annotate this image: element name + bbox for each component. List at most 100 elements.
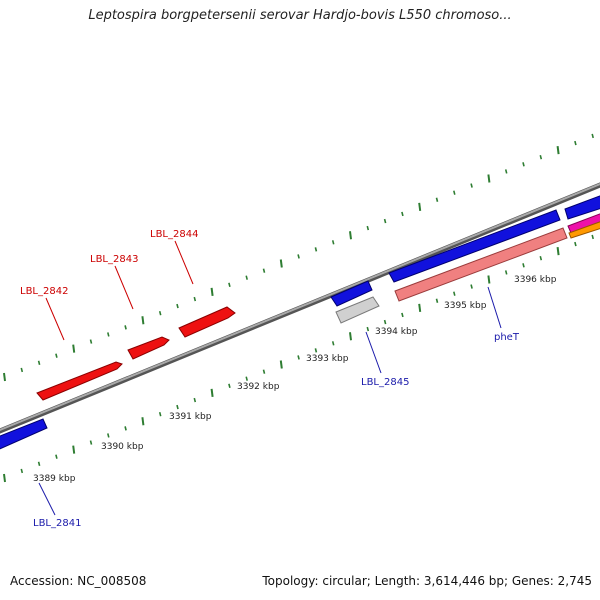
forward-tick xyxy=(228,282,231,288)
forward-tick xyxy=(37,360,41,366)
forward-tick xyxy=(20,367,24,373)
gene-lbl-2845[interactable] xyxy=(330,280,373,307)
forward-tick xyxy=(279,259,283,268)
reverse-tick xyxy=(89,440,93,445)
forward-tick xyxy=(245,275,248,280)
tick-label: 3391 kbp xyxy=(169,412,212,422)
label-lbl-2841[interactable]: LBL_2841 xyxy=(33,518,81,529)
gene-lbl-2842[interactable] xyxy=(36,361,123,401)
forward-tick xyxy=(574,140,577,146)
leader-lbl-2845 xyxy=(365,331,382,374)
forward-tick xyxy=(591,133,594,139)
reverse-tick xyxy=(37,461,41,467)
reverse-tick xyxy=(72,445,76,454)
forward-tick xyxy=(349,231,352,240)
forward-tick xyxy=(383,218,387,224)
gene-blue-edge[interactable] xyxy=(564,194,600,220)
reverse-tick xyxy=(435,298,439,303)
summary-text: Topology: circular; Length: 3,614,446 bp… xyxy=(262,574,592,588)
reverse-tick xyxy=(314,348,318,353)
leader-lbl-2843 xyxy=(114,265,134,310)
reverse-tick xyxy=(470,284,473,289)
gene-lbl-2843[interactable] xyxy=(127,336,170,360)
reverse-tick xyxy=(574,241,577,247)
label-lbl-2845[interactable]: LBL_2845 xyxy=(361,377,409,388)
label-lbl-2843[interactable]: LBL_2843 xyxy=(90,254,138,265)
reverse-tick xyxy=(331,341,335,346)
reverse-tick xyxy=(297,355,300,360)
tick-label: 3396 kbp xyxy=(514,275,557,285)
reverse-tick xyxy=(193,397,197,403)
forward-tick xyxy=(297,254,300,259)
gene-pseudo[interactable] xyxy=(335,296,380,324)
tick-label: 3389 kbp xyxy=(33,474,76,484)
reverse-tick xyxy=(349,332,352,341)
gene-lbl-2844[interactable] xyxy=(178,306,236,338)
reverse-tick xyxy=(591,234,594,240)
reverse-tick xyxy=(158,411,162,417)
forward-tick xyxy=(262,268,266,273)
reverse-tick xyxy=(401,312,404,318)
reverse-tick xyxy=(210,388,214,398)
forward-tick xyxy=(107,332,110,337)
tick-label: 3390 kbp xyxy=(101,442,144,452)
forward-tick xyxy=(72,344,76,353)
forward-tick xyxy=(193,296,197,302)
map-title: Leptospira borgpetersenii serovar Hardjo… xyxy=(88,8,512,23)
forward-tick xyxy=(366,225,370,231)
reverse-tick xyxy=(3,473,6,483)
reverse-tick xyxy=(55,454,58,459)
minor-ticks xyxy=(3,133,594,483)
gene-phet[interactable] xyxy=(394,227,568,302)
reverse-tick xyxy=(20,468,24,474)
reverse-tick xyxy=(228,383,231,389)
forward-tick xyxy=(435,197,439,202)
forward-tick xyxy=(522,162,525,167)
leader-lbl-2842 xyxy=(45,297,65,341)
reverse-tick xyxy=(418,303,422,312)
forward-tick xyxy=(176,303,179,309)
forward-tick xyxy=(453,190,456,195)
gene-blue-long[interactable] xyxy=(388,209,561,283)
forward-tick xyxy=(487,174,491,183)
reverse-tick xyxy=(453,291,456,296)
leader-lbl-2844 xyxy=(174,240,194,285)
forward-tick xyxy=(124,325,127,330)
forward-tick xyxy=(470,183,473,188)
reverse-tick xyxy=(124,426,127,431)
gene-lbl-2841[interactable] xyxy=(0,418,48,451)
reverse-tick xyxy=(366,326,370,332)
reverse-tick xyxy=(262,369,266,374)
reverse-tick xyxy=(522,263,525,268)
tick-label: 3394 kbp xyxy=(375,327,418,337)
forward-tick xyxy=(556,145,560,155)
gene-magenta-edge[interactable] xyxy=(567,212,600,234)
forward-tick xyxy=(418,202,422,211)
leader-lbl-2841 xyxy=(38,482,56,516)
reverse-tick xyxy=(279,360,283,369)
forward-tick xyxy=(141,316,145,325)
label-phet[interactable]: pheT xyxy=(494,332,520,343)
forward-tick xyxy=(314,247,318,252)
leader-phet xyxy=(487,286,502,329)
tick-label: 3392 kbp xyxy=(237,382,280,392)
reverse-tick xyxy=(383,319,387,325)
forward-tick xyxy=(539,155,543,160)
forward-tick xyxy=(504,169,508,174)
reverse-tick xyxy=(141,417,145,426)
gene-orange-edge[interactable] xyxy=(568,220,600,239)
reverse-tick xyxy=(504,270,508,275)
reverse-tick xyxy=(107,433,110,438)
forward-tick xyxy=(158,310,162,316)
reverse-tick xyxy=(245,376,248,381)
reverse-tick xyxy=(556,246,560,256)
forward-tick xyxy=(401,211,404,217)
forward-tick xyxy=(210,287,214,297)
forward-tick xyxy=(89,339,93,344)
accession-text: Accession: NC_008508 xyxy=(10,574,147,588)
label-lbl-2844[interactable]: LBL_2844 xyxy=(150,229,198,240)
tick-label: 3395 kbp xyxy=(444,301,487,311)
label-lbl-2842[interactable]: LBL_2842 xyxy=(20,286,68,297)
reverse-tick xyxy=(539,256,543,261)
